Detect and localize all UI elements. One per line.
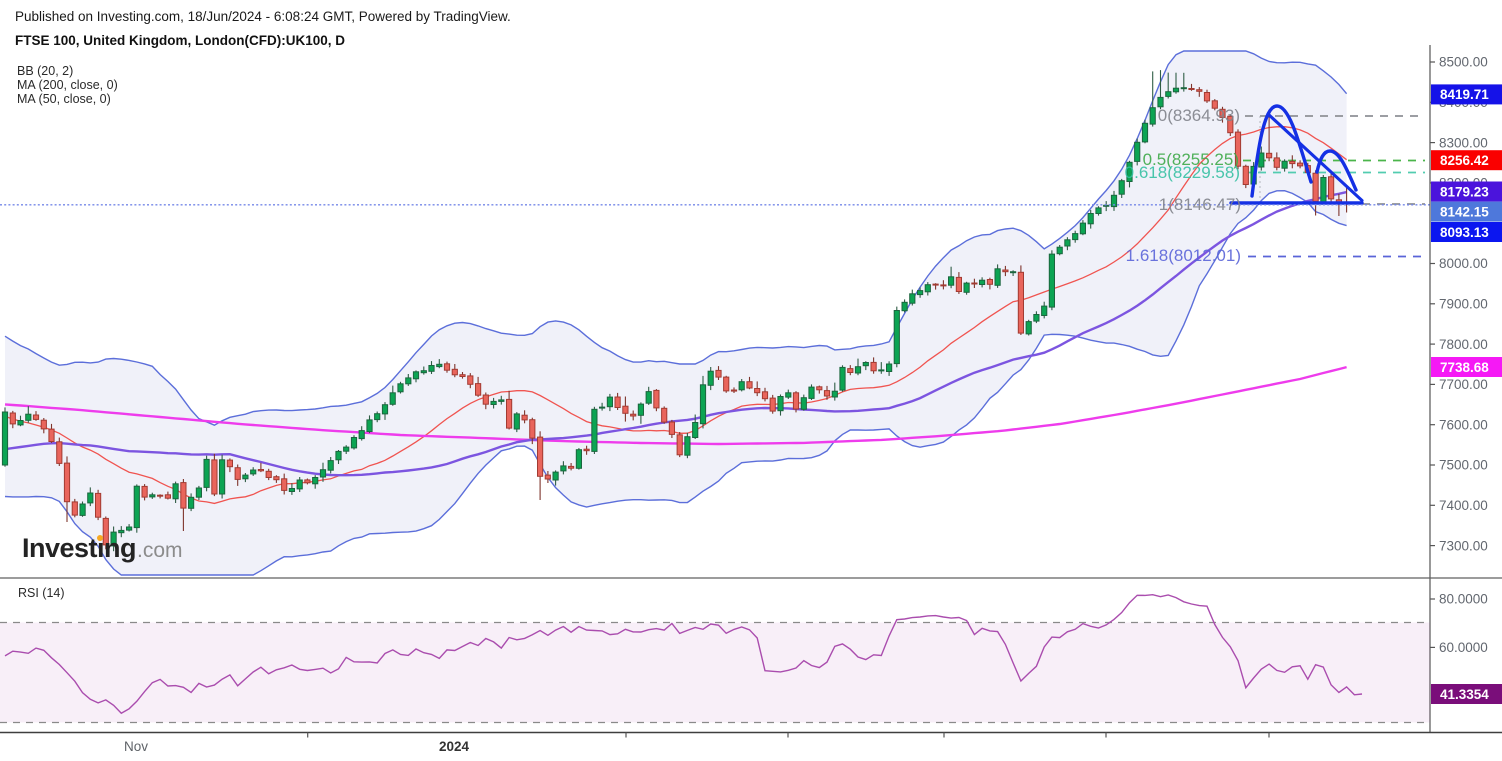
svg-text:8500.00: 8500.00 [1439, 55, 1488, 70]
svg-text:MA (200, close, 0): MA (200, close, 0) [17, 78, 118, 92]
svg-text:7300.00: 7300.00 [1439, 538, 1488, 553]
svg-text:1(8146.47): 1(8146.47) [1159, 195, 1241, 214]
svg-text:0.618(8229.58): 0.618(8229.58) [1125, 163, 1240, 182]
svg-text:7600.00: 7600.00 [1439, 417, 1488, 432]
svg-text:8419.71: 8419.71 [1440, 87, 1489, 102]
svg-text:Investıng: Investıng [22, 533, 136, 563]
svg-text:RSI (14): RSI (14) [18, 586, 65, 600]
svg-text:7738.68: 7738.68 [1440, 360, 1489, 375]
svg-text:8179.23: 8179.23 [1440, 184, 1489, 199]
svg-text:FTSE 100, United Kingdom, Lond: FTSE 100, United Kingdom, London(CFD):UK… [15, 33, 345, 48]
svg-text:1.618(8012.01): 1.618(8012.01) [1126, 246, 1241, 265]
svg-text:7900.00: 7900.00 [1439, 297, 1488, 312]
svg-text:8142.15: 8142.15 [1440, 204, 1489, 219]
svg-text:41.3354: 41.3354 [1440, 687, 1489, 702]
svg-text:Published on Investing.com, 18: Published on Investing.com, 18/Jun/2024 … [15, 9, 511, 24]
svg-text:2024: 2024 [439, 739, 470, 754]
svg-text:8000.00: 8000.00 [1439, 256, 1488, 271]
svg-text:7700.00: 7700.00 [1439, 377, 1488, 392]
svg-text:Nov: Nov [124, 739, 148, 754]
svg-text:7400.00: 7400.00 [1439, 498, 1488, 513]
svg-text:7800.00: 7800.00 [1439, 337, 1488, 352]
svg-text:BB (20, 2): BB (20, 2) [17, 64, 73, 78]
svg-text:60.0000: 60.0000 [1439, 640, 1488, 655]
svg-text:8093.13: 8093.13 [1440, 225, 1489, 240]
svg-text:0.5(8255.25): 0.5(8255.25) [1143, 150, 1239, 169]
svg-text:8300.00: 8300.00 [1439, 135, 1488, 150]
svg-text:.com: .com [137, 539, 183, 562]
svg-text:0(8364.93): 0(8364.93) [1158, 106, 1240, 125]
svg-text:MA (50, close, 0): MA (50, close, 0) [17, 92, 111, 106]
svg-text:7500.00: 7500.00 [1439, 458, 1488, 473]
svg-text:80.0000: 80.0000 [1439, 592, 1488, 607]
svg-text:8256.42: 8256.42 [1440, 153, 1489, 168]
